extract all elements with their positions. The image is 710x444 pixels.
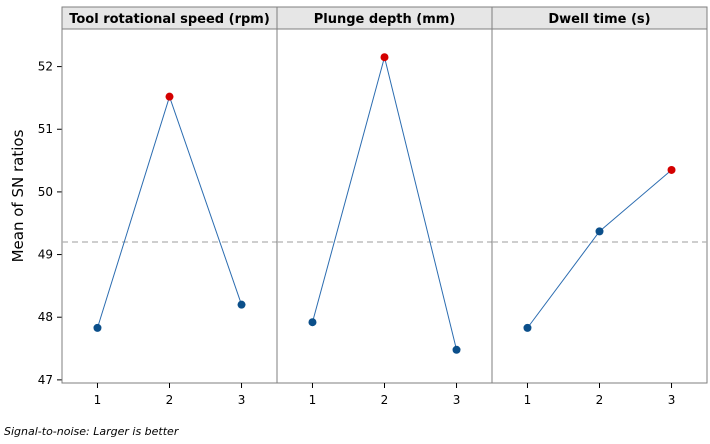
- panel-frame: [277, 29, 492, 383]
- y-tick-label: 47: [38, 373, 53, 387]
- x-tick-label: 1: [524, 393, 532, 407]
- panel-1: Tool rotational speed (rpm) 1 2 3: [62, 7, 277, 407]
- y-tick-label: 49: [38, 248, 53, 262]
- x-tick-label: 2: [166, 393, 174, 407]
- max-data-point: [668, 166, 676, 174]
- max-data-point: [166, 93, 174, 101]
- x-tick-label: 3: [668, 393, 676, 407]
- x-tick-label: 1: [309, 393, 317, 407]
- x-tick-label: 2: [381, 393, 389, 407]
- y-axis: 47 48 49 50 51 52: [38, 60, 62, 387]
- series-line: [97, 97, 241, 328]
- data-point: [238, 301, 246, 309]
- y-tick-label: 50: [38, 185, 53, 199]
- panel-title: Tool rotational speed (rpm): [69, 12, 270, 27]
- panel-title: Plunge depth (mm): [314, 12, 456, 27]
- panel-3: Dwell time (s) 1 2 3: [492, 7, 707, 407]
- footnote: Signal-to-noise: Larger is better: [4, 425, 178, 438]
- x-tick-label: 3: [238, 393, 246, 407]
- y-tick-label: 52: [38, 60, 53, 74]
- data-point: [523, 324, 531, 332]
- data-point: [93, 324, 101, 332]
- x-tick-label: 3: [453, 393, 461, 407]
- y-tick-label: 48: [38, 310, 53, 324]
- panel-2: Plunge depth (mm) 1 2 3: [277, 7, 492, 407]
- y-tick-label: 51: [38, 122, 53, 136]
- data-point: [308, 318, 316, 326]
- data-point: [453, 346, 461, 354]
- y-axis-label: Mean of SN ratios: [9, 129, 27, 262]
- panel-title: Dwell time (s): [548, 12, 650, 27]
- series-line: [527, 170, 671, 328]
- series-line: [312, 57, 456, 350]
- x-tick-label: 2: [596, 393, 604, 407]
- x-tick-label: 1: [94, 393, 102, 407]
- data-point: [596, 227, 604, 235]
- max-data-point: [381, 53, 389, 61]
